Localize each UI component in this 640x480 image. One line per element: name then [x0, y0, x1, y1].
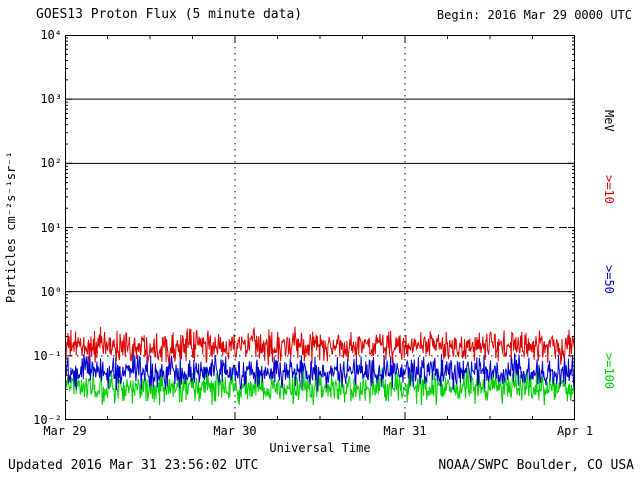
updated-timestamp: Updated 2016 Mar 31 23:56:02 UTC: [8, 458, 259, 473]
chart-title: GOES13 Proton Flux (5 minute data): [36, 7, 303, 22]
series->=100-MeV: [65, 367, 575, 406]
x-tick-label: Mar 30: [213, 424, 257, 438]
legend-ge10-label: >=10: [602, 174, 616, 204]
x-tick-label: Mar 29: [43, 424, 87, 438]
begin-timestamp: Begin: 2016 Mar 29 0000 UTC: [436, 8, 632, 22]
series->=50-MeV: [65, 349, 575, 391]
x-tick-label: Mar 31: [383, 424, 427, 438]
x-axis-title: Universal Time: [269, 441, 371, 455]
y-tick-label: 10⁰: [40, 284, 62, 299]
y-tick-label: 10³: [40, 92, 62, 107]
y-tick-label: 10¹: [40, 220, 62, 235]
right-axis-unit-label: MeV: [602, 110, 616, 132]
credit-label: NOAA/SWPC Boulder, CO USA: [438, 458, 634, 473]
legend-ge100-label: >=100: [602, 352, 616, 390]
plot-border: [65, 35, 575, 420]
legend-ge50-label: >=50: [602, 264, 616, 294]
series->=10-MeV: [65, 326, 575, 366]
y-tick-label: 10²: [40, 156, 62, 171]
plot-area: [65, 35, 575, 420]
x-tick-label: Apr 1: [556, 424, 594, 438]
y-tick-label: 10⁻¹: [33, 348, 62, 363]
y-tick-label: 10⁴: [40, 28, 62, 42]
y-tick-label: 10⁻²: [33, 413, 62, 427]
